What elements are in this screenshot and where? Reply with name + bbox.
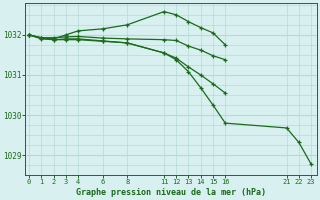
X-axis label: Graphe pression niveau de la mer (hPa): Graphe pression niveau de la mer (hPa) (76, 188, 266, 197)
